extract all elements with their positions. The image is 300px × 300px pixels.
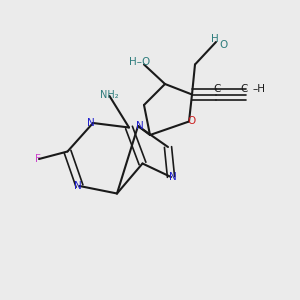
Text: C: C	[214, 84, 221, 94]
Text: N: N	[74, 181, 82, 191]
Text: NH₂: NH₂	[100, 89, 119, 100]
Text: H: H	[211, 34, 218, 44]
Text: –H: –H	[253, 84, 266, 94]
Text: F: F	[34, 154, 40, 164]
Text: O: O	[188, 116, 196, 127]
Text: N: N	[169, 172, 176, 182]
Text: C: C	[241, 84, 248, 94]
Text: O: O	[219, 40, 228, 50]
Text: N: N	[136, 121, 143, 131]
Text: H–O: H–O	[129, 56, 150, 67]
Text: N: N	[87, 118, 94, 128]
